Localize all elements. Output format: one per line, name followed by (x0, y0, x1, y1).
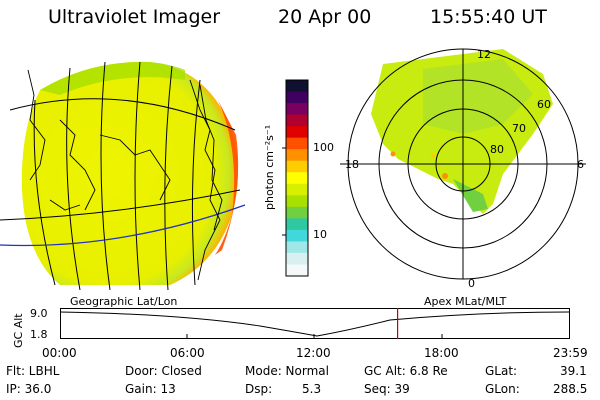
earth-disk (21, 61, 239, 285)
lat-label-60: 60 (537, 98, 551, 111)
glat-info: GLat: (485, 364, 518, 378)
y-tick-1.8: 1.8 (30, 328, 48, 341)
colorbar-tick-10: 10 (313, 228, 327, 241)
lat-label-80: 80 (490, 143, 504, 156)
colorbar-segment (286, 149, 308, 162)
glon-info: GLon: (485, 382, 520, 396)
glat-value: 39.1 (560, 364, 587, 378)
timeline-frame (60, 308, 570, 339)
mlt-label-0: 0 (468, 277, 475, 290)
glon-value: 288.5 (553, 382, 588, 396)
instrument-title: Ultraviolet Imager (48, 6, 221, 28)
colorbar-segment (286, 252, 308, 265)
x-tick-0600: 06:00 (170, 346, 205, 360)
colorbar-segment (286, 103, 308, 116)
colorbar-segment (286, 160, 308, 173)
timeline-axis-title: GC Alt (12, 313, 25, 348)
colorbar-segment (286, 91, 308, 104)
mlt-label-12: 12 (477, 48, 491, 61)
x-tick-0000: 00:00 (42, 346, 77, 360)
colorbar-segment (286, 195, 308, 208)
lat-label-70: 70 (512, 122, 526, 135)
gc-alt-info: GC Alt: 6.8 Re (364, 364, 448, 378)
dsp-info: Dsp: (245, 382, 273, 396)
mlt-label-18: 18 (345, 158, 359, 171)
colorbar-segment (286, 172, 308, 185)
globe-image (0, 61, 246, 290)
polar-plot (340, 48, 586, 280)
colorbar-segment (286, 126, 308, 139)
y-tick-9: 9.0 (30, 307, 48, 320)
colorbar-segment (286, 241, 308, 254)
colorbar-segment (286, 183, 308, 196)
colorbar-segment (286, 80, 308, 93)
x-tick-2359: 23:59 (553, 346, 588, 360)
timeline-left-label: Geographic Lat/Lon (70, 295, 178, 308)
timeline-right-label: Apex MLat/MLT (424, 295, 507, 308)
colorbar-segment (286, 218, 308, 231)
colorbar-segment (286, 206, 308, 219)
seq-info: Seq: 39 (364, 382, 410, 396)
colorbar-tick-100: 100 (313, 141, 334, 154)
dsp-value: 5.3 (302, 382, 322, 396)
colorbar-segment (286, 137, 308, 150)
colorbar-segment (286, 114, 308, 127)
gain-info: Gain: 13 (125, 382, 176, 396)
x-tick-1200: 12:00 (296, 346, 331, 360)
dayside-limb (215, 100, 239, 255)
filter-info: Flt: LBHL (6, 364, 60, 378)
ip-info: IP: 36.0 (6, 382, 52, 396)
time-label: 15:55:40 UT (430, 6, 547, 28)
mode-info: Mode: Normal (245, 364, 329, 378)
mlt-label-6: 6 (577, 158, 584, 171)
x-tick-1800: 18:00 (424, 346, 459, 360)
timeline-plot (60, 308, 570, 339)
colorbar (282, 79, 309, 277)
colorbar-segment (286, 229, 308, 242)
colorbar-segment (286, 264, 308, 277)
date-label: 20 Apr 00 (278, 6, 372, 28)
colorbar-unit-label: photon cm⁻²s⁻¹ (263, 124, 276, 210)
door-info: Door: Closed (125, 364, 202, 378)
altitude-curve (60, 311, 570, 337)
